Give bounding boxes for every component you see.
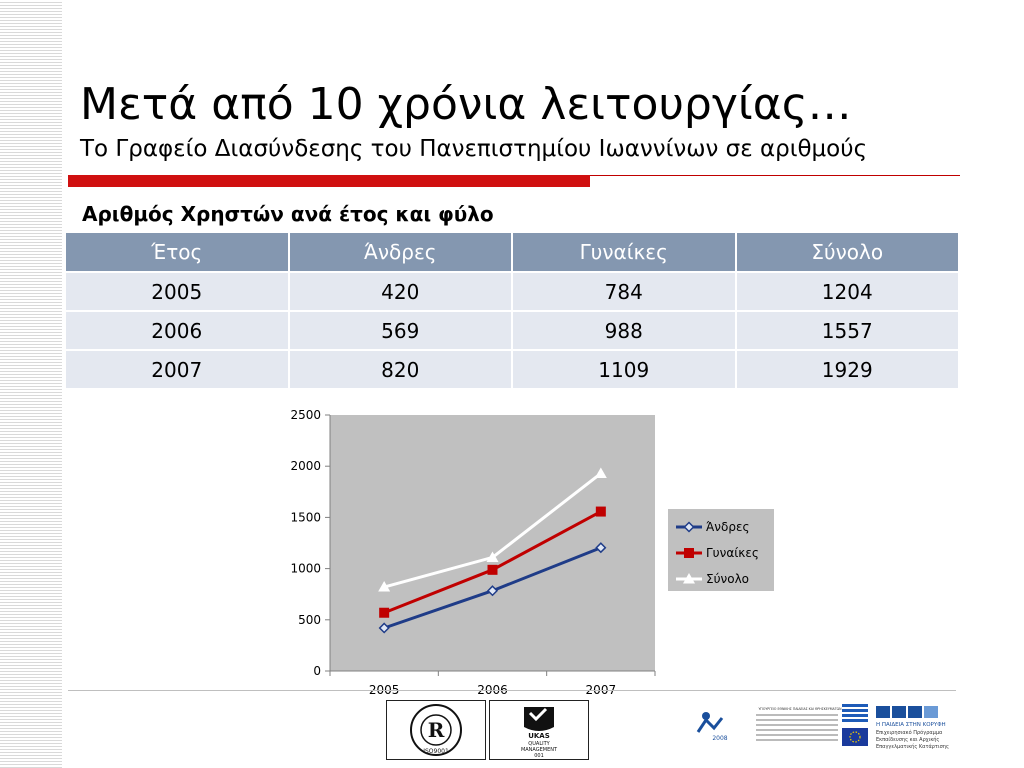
gov-line3: Επαγγελματικής Κατάρτισης xyxy=(876,743,949,750)
legend-label: Γυναίκες xyxy=(706,546,759,560)
header-total: Σύνολο xyxy=(734,231,960,273)
data-point xyxy=(378,581,391,592)
legend-label: Άνδρες xyxy=(706,520,750,534)
data-point xyxy=(379,607,390,618)
iso-label: ISO9001 xyxy=(423,748,449,755)
ukas-number-label: 001 xyxy=(534,753,544,759)
section-heading: Αριθμός Χρηστών ανά έτος και φύλο xyxy=(82,202,494,226)
series-2 xyxy=(378,467,607,592)
slide-title: Μετά από 10 χρόνια λειτουργίας… xyxy=(80,79,852,130)
cell-year: 2005 xyxy=(64,271,290,312)
data-point xyxy=(487,564,498,575)
header-men: Άνδρες xyxy=(287,231,513,273)
table-row: 2005 420 784 1204 xyxy=(64,271,960,312)
users-line-chart: 0 500 1000 1500 2000 2500 2005 2006 2007 Άνδρες… xyxy=(270,405,785,695)
y-axis: 0 500 1000 1500 2000 2500 xyxy=(290,408,331,678)
cell-total: 1929 xyxy=(734,349,960,390)
legend-marker xyxy=(683,573,695,584)
footer-divider-line xyxy=(68,690,956,691)
svg-text:R: R xyxy=(428,718,445,742)
data-point xyxy=(595,542,607,554)
ukas-certification-logo: UKAS QUALITY MANAGEMENT 001 xyxy=(489,700,589,760)
chart-legend: Άνδρες Γυναίκες Σύνολο xyxy=(668,509,774,591)
y-tick-label: 500 xyxy=(298,613,321,627)
ukas-label: UKAS xyxy=(528,732,550,740)
cell-total: 1204 xyxy=(734,271,960,312)
cell-men: 820 xyxy=(287,349,513,390)
cell-women: 988 xyxy=(511,310,737,351)
cell-year: 2006 xyxy=(64,310,290,351)
gov-line2: Εκπαίδευσης και Αρχικής xyxy=(876,736,939,743)
y-tick-label: 0 xyxy=(313,664,321,678)
header-women: Γυναίκες xyxy=(511,231,737,273)
x-axis: 2005 2006 2007 xyxy=(329,670,656,695)
y-tick-label: 2500 xyxy=(290,408,321,422)
series-0 xyxy=(378,542,607,634)
legend-marker xyxy=(684,548,694,558)
x-tick-label: 2007 xyxy=(586,683,617,695)
iso-certification-logo: R ISO9001 xyxy=(386,700,486,760)
gov-ministry-label: ΥΠΟΥΡΓΕΙΟ ΕΘΝΙΚΗΣ ΠΑΙΔΕΙΑΣ ΚΑΙ ΘΡΗΣΚΕΥΜΑ… xyxy=(758,707,842,711)
data-point xyxy=(486,585,499,597)
decorative-stripes xyxy=(0,0,62,768)
y-tick-label: 1000 xyxy=(290,562,321,576)
title-accent-bar xyxy=(68,175,590,187)
greek-flag-icon xyxy=(842,704,868,722)
series-layer xyxy=(378,467,607,634)
legend-marker xyxy=(683,521,695,533)
data-point xyxy=(594,467,607,478)
cell-men: 420 xyxy=(287,271,513,312)
data-point xyxy=(378,622,390,634)
plot-area xyxy=(330,415,655,671)
x-tick-label: 2005 xyxy=(369,683,400,695)
users-table: Έτος Άνδρες Γυναίκες Σύνολο 2005 420 784… xyxy=(64,231,960,390)
header-year: Έτος xyxy=(64,231,290,273)
cell-total: 1557 xyxy=(734,310,960,351)
slide-subtitle: Το Γραφείο Διασύνδεσης του Πανεπιστημίου… xyxy=(80,136,868,162)
x-tick-label: 2006 xyxy=(477,683,508,695)
gov-line1: Επιχειρησιακό Πρόγραμμα xyxy=(876,729,943,736)
cell-year: 2007 xyxy=(64,349,290,390)
gov-year-label: 2008 xyxy=(712,735,727,742)
government-program-logos: 2008 ΥΠΟΥΡΓΕΙΟ ΕΘΝΙΚΗΣ ΠΑΙΔΕΙΑΣ ΚΑΙ ΘΡΗΣ… xyxy=(688,702,960,750)
table-header-row: Έτος Άνδρες Γυναίκες Σύνολο xyxy=(64,231,960,273)
y-tick-label: 2000 xyxy=(290,459,321,473)
series-1 xyxy=(379,506,606,618)
table-row: 2006 569 988 1557 xyxy=(64,310,960,351)
gov-slogan: Η ΠΑΙΔΕΙΑ ΣΤΗΝ ΚΟΡΥΦΗ xyxy=(876,722,946,728)
ukas-management-label: MANAGEMENT xyxy=(521,747,558,753)
program-squares-icon xyxy=(876,706,938,718)
table-row: 2007 820 1109 1929 xyxy=(64,349,960,390)
ukas-quality-label: QUALITY xyxy=(528,741,550,747)
y-tick-label: 1500 xyxy=(290,510,321,524)
cell-men: 569 xyxy=(287,310,513,351)
data-point xyxy=(486,551,499,562)
cell-women: 1109 xyxy=(511,349,737,390)
legend-label: Σύνολο xyxy=(706,572,749,586)
data-point xyxy=(595,506,606,517)
eu-flag-icon xyxy=(842,728,868,746)
cell-women: 784 xyxy=(511,271,737,312)
